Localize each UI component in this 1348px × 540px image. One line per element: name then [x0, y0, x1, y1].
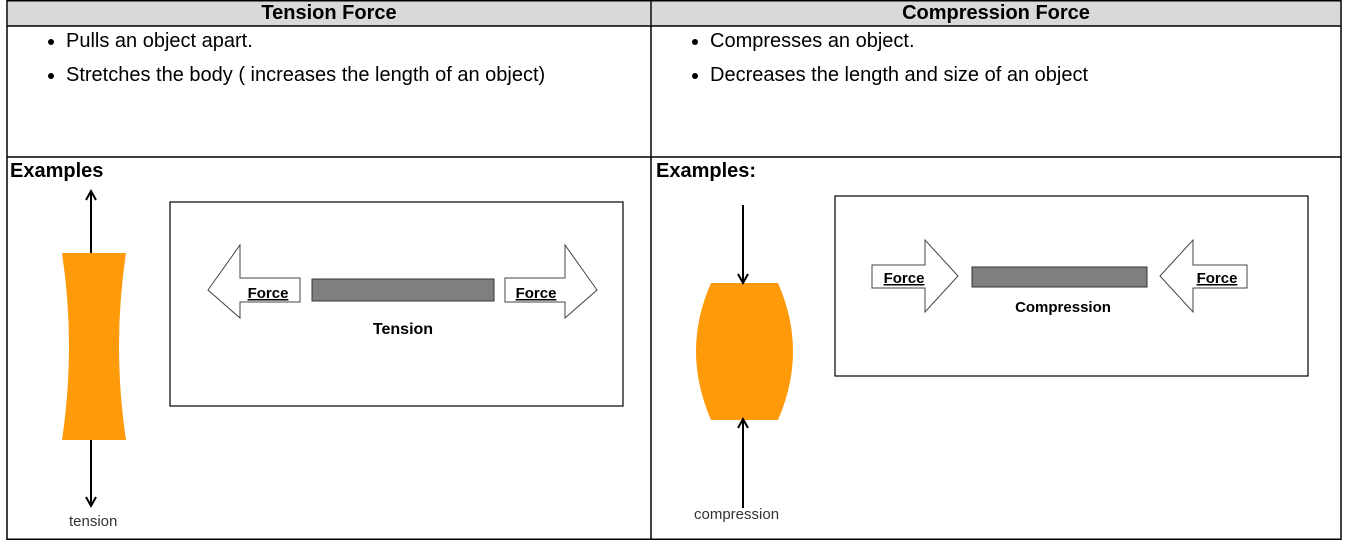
compressed-object	[696, 283, 793, 420]
force-label: Force	[248, 285, 289, 302]
diagram-caption: Tension	[373, 321, 433, 338]
column-heading: Compression Force	[652, 1, 1340, 26]
force-label: Force	[1197, 270, 1238, 287]
column-heading: Tension Force	[8, 1, 650, 26]
diagram-box	[169, 201, 624, 407]
stretched-object	[62, 253, 126, 440]
bullet: Compresses an object.	[710, 24, 1332, 58]
bar	[971, 266, 1148, 288]
object-label: tension	[69, 513, 117, 530]
examples-label: Examples	[10, 160, 104, 182]
bullet: Decreases the length and size of an obje…	[710, 58, 1332, 90]
force-label: Force	[516, 285, 557, 302]
bullet: Stretches the body ( increases the lengt…	[66, 58, 638, 90]
bullet: Pulls an object apart.	[66, 24, 638, 58]
bullet-list: Compresses an object. Decreases the leng…	[652, 24, 1332, 90]
force-label: Force	[884, 270, 925, 287]
diagram-caption: Compression	[1015, 299, 1111, 316]
examples-label: Examples:	[656, 160, 757, 182]
object-label: compression	[694, 506, 779, 523]
bar	[311, 278, 495, 302]
bullet-list: Pulls an object apart. Stretches the bod…	[8, 24, 638, 90]
